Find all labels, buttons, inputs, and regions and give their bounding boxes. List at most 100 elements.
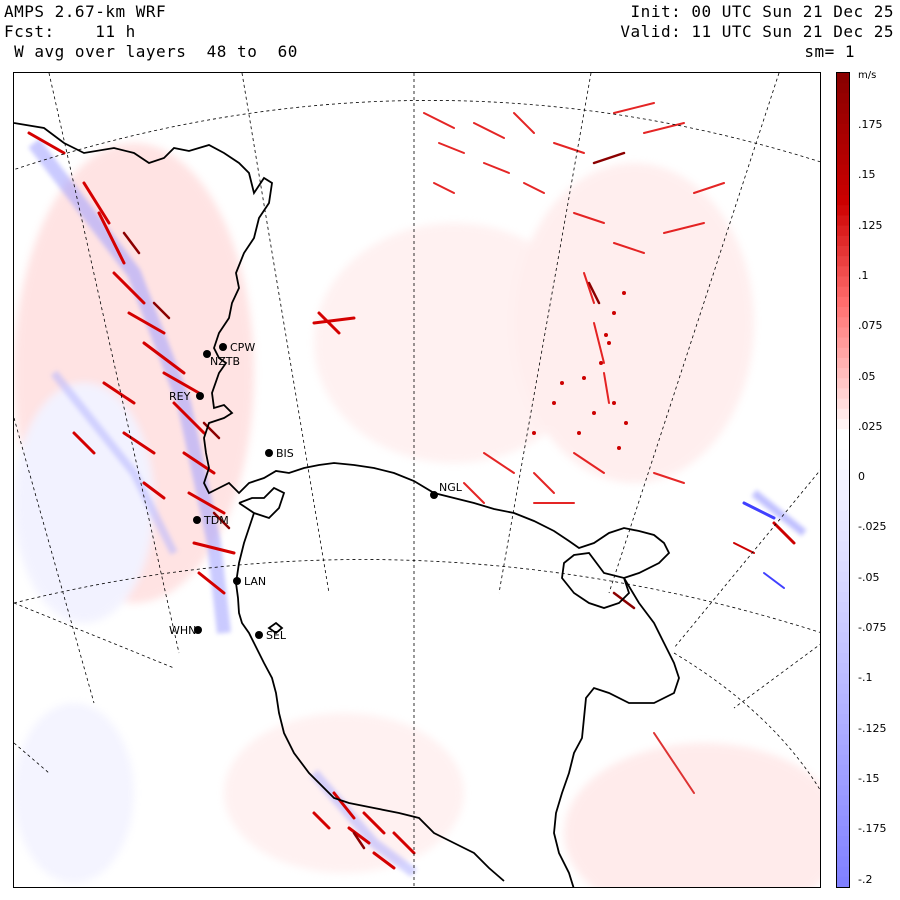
colorbar-swatch bbox=[837, 541, 849, 552]
smoothing-label: sm= 1 bbox=[804, 42, 855, 61]
colorbar-swatch bbox=[837, 337, 849, 349]
colorbar-swatch bbox=[837, 846, 849, 857]
station-label: LAN bbox=[244, 575, 266, 588]
colorbar-swatch bbox=[837, 785, 849, 796]
colorbar-swatch bbox=[837, 652, 849, 664]
colorbar-swatch bbox=[837, 418, 849, 430]
colorbar-swatch bbox=[837, 490, 849, 501]
colorbar-swatch bbox=[837, 510, 849, 522]
colorbar-swatch bbox=[837, 500, 849, 512]
colorbar-swatch bbox=[837, 225, 849, 237]
colorbar-swatch bbox=[837, 459, 849, 471]
station-bis[interactable]: BIS bbox=[265, 447, 294, 460]
coastline bbox=[14, 122, 680, 887]
colorbar-swatch bbox=[837, 184, 849, 196]
station-whn[interactable]: WHN bbox=[169, 624, 202, 637]
colorbar-tick-label: -.025 bbox=[858, 520, 887, 534]
colorbar-tick-label: 0 bbox=[858, 470, 865, 484]
station-marker-icon bbox=[265, 449, 273, 457]
station-marker-icon bbox=[203, 350, 211, 358]
colorbar-tick-label: -.175 bbox=[858, 822, 887, 836]
colorbar-swatch bbox=[837, 317, 849, 328]
colorbar-swatch bbox=[837, 113, 849, 125]
colorbar-swatch bbox=[837, 296, 849, 308]
colorbar-swatch bbox=[837, 683, 849, 695]
field-description: W avg over layers 48 to 60 bbox=[4, 42, 298, 61]
stations: CPW NZTB REY BIS NGL TDM bbox=[169, 341, 463, 642]
colorbar-swatch bbox=[837, 775, 849, 786]
colorbar-swatches bbox=[837, 73, 849, 888]
station-nztb[interactable]: NZTB bbox=[203, 350, 240, 368]
colorbar-swatch bbox=[837, 286, 849, 298]
colorbar-swatch bbox=[837, 235, 849, 247]
station-label: NGL bbox=[439, 481, 463, 494]
colorbar-swatch bbox=[837, 795, 849, 807]
colorbar-swatch bbox=[837, 856, 849, 868]
colorbar-swatch bbox=[837, 245, 849, 257]
colorbar-swatch bbox=[837, 439, 849, 450]
colorbar-swatch bbox=[837, 469, 849, 481]
station-sel[interactable]: SEL bbox=[255, 629, 287, 642]
colorbar-swatch bbox=[837, 195, 849, 206]
colorbar-swatch bbox=[837, 642, 849, 654]
colorbar-swatch bbox=[837, 622, 849, 634]
map-svg: CPW NZTB REY BIS NGL TDM bbox=[14, 73, 820, 887]
colorbar-swatch bbox=[837, 154, 849, 166]
colorbar-tick-label: .075 bbox=[858, 319, 883, 333]
colorbar-tick-label: -.1 bbox=[858, 671, 873, 685]
station-marker-icon bbox=[233, 577, 241, 585]
station-marker-icon bbox=[219, 343, 227, 351]
colorbar-swatch bbox=[837, 754, 849, 766]
colorbar-swatch bbox=[837, 591, 849, 603]
colorbar-swatch bbox=[837, 103, 849, 115]
station-label: CPW bbox=[230, 341, 255, 354]
colorbar-swatch bbox=[837, 276, 849, 288]
colorbar-swatch bbox=[837, 83, 849, 94]
colorbar-swatch bbox=[837, 73, 849, 84]
colorbar-swatch bbox=[837, 368, 849, 379]
forecast-hour: Fcst: 11 h bbox=[4, 22, 136, 41]
colorbar-swatch bbox=[837, 449, 849, 461]
station-label: BIS bbox=[276, 447, 294, 460]
colorbar-tick-label: .05 bbox=[858, 369, 876, 383]
colorbar-swatch bbox=[837, 408, 849, 420]
colorbar-swatch bbox=[837, 164, 849, 176]
station-label: NZTB bbox=[210, 355, 240, 368]
colorbar-swatch bbox=[837, 866, 849, 878]
colorbar-tick-label: .15 bbox=[858, 168, 876, 182]
colorbar-swatch bbox=[837, 134, 849, 145]
station-ngl[interactable]: NGL bbox=[430, 481, 463, 499]
station-lan[interactable]: LAN bbox=[233, 575, 266, 588]
station-cpw[interactable]: CPW bbox=[219, 341, 255, 354]
station-label: REY bbox=[169, 390, 191, 403]
colorbar-swatch bbox=[837, 836, 849, 847]
colorbar bbox=[836, 72, 850, 888]
colorbar-swatch bbox=[837, 744, 849, 756]
colorbar-swatch bbox=[837, 429, 849, 440]
station-rey[interactable]: REY bbox=[169, 390, 204, 403]
colorbar-swatch bbox=[837, 703, 849, 715]
station-marker-icon bbox=[193, 516, 201, 524]
station-tdm[interactable]: TDM bbox=[193, 514, 229, 527]
map-panel: CPW NZTB REY BIS NGL TDM bbox=[13, 72, 821, 888]
colorbar-swatch bbox=[837, 693, 849, 705]
station-label: WHN bbox=[169, 624, 196, 637]
colorbar-swatch bbox=[837, 602, 849, 613]
vertical-velocity-field bbox=[14, 102, 820, 887]
colorbar-swatch bbox=[837, 327, 849, 339]
colorbar-swatch bbox=[837, 612, 849, 623]
colorbar-tick-label: -.075 bbox=[858, 621, 887, 634]
colorbar-swatch bbox=[837, 347, 849, 359]
station-marker-icon bbox=[196, 392, 204, 400]
colorbar-swatch bbox=[837, 398, 849, 410]
colorbar-tick-label: .175 bbox=[858, 118, 883, 131]
colorbar-swatch bbox=[837, 378, 849, 389]
colorbar-swatch bbox=[837, 123, 849, 135]
colorbar-swatch bbox=[837, 357, 849, 369]
init-time: Init: 00 UTC Sun 21 Dec 25 bbox=[630, 2, 894, 21]
colorbar-unit: m/s bbox=[858, 70, 877, 81]
colorbar-swatch bbox=[837, 215, 849, 227]
colorbar-swatch bbox=[837, 530, 849, 542]
colorbar-swatch bbox=[837, 663, 849, 674]
colorbar-swatch bbox=[837, 307, 849, 318]
